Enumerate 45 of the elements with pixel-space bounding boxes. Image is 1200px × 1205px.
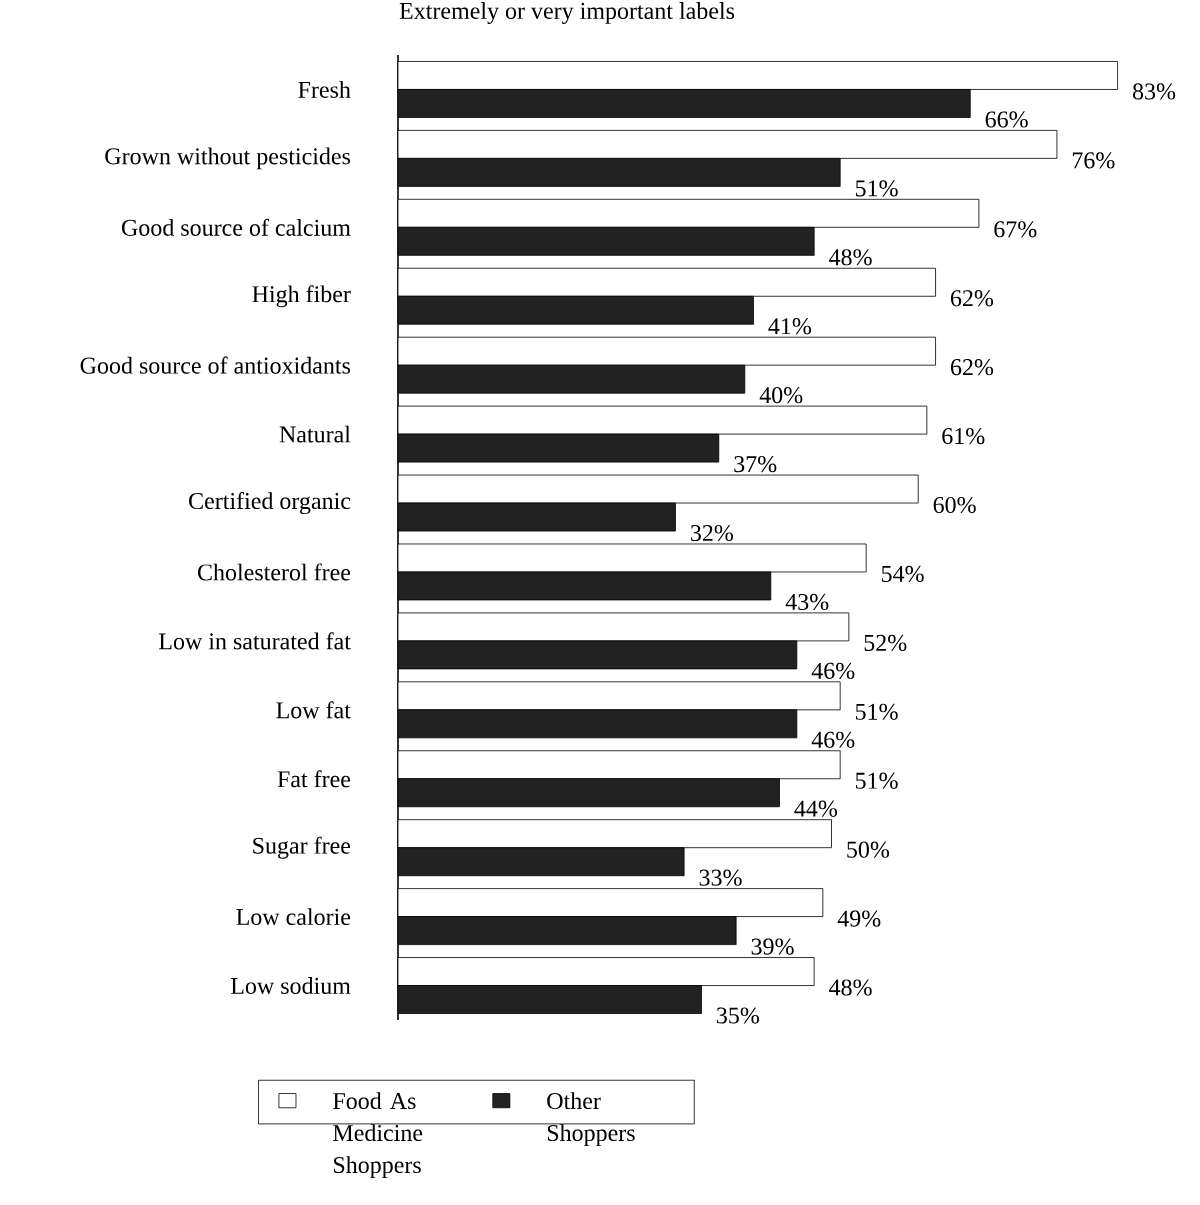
y-tick-label: High fiber	[252, 285, 351, 308]
data-label: 51%	[855, 703, 898, 720]
data-label: 49%	[837, 910, 881, 927]
data-label: 83%	[1132, 83, 1176, 100]
y-tick-label: Certified organic	[189, 491, 351, 515]
data-label: 46%	[811, 731, 855, 748]
data-label: 46%	[811, 662, 855, 680]
data-label: 48%	[829, 249, 872, 266]
data-label: 44%	[794, 800, 838, 817]
legend-label: Other Shoppers	[547, 1092, 635, 1146]
data-label: 51%	[855, 180, 898, 197]
data-label: 40%	[759, 387, 803, 404]
data-label: 62%	[950, 359, 994, 376]
data-label: 67%	[994, 221, 1037, 238]
y-tick-label: Natural	[279, 425, 351, 443]
y-tick-label: Low fat	[276, 701, 351, 719]
data-label: 66%	[985, 111, 1028, 128]
data-label: 76%	[1072, 152, 1115, 169]
y-tick-label: Fat free	[277, 770, 351, 788]
data-label: 43%	[785, 593, 829, 611]
data-label: 39%	[751, 938, 794, 955]
y-tick-label: Good source of antioxidants	[80, 356, 351, 374]
data-label: 62%	[950, 290, 994, 307]
y-tick-label: Low calorie	[236, 908, 351, 926]
data-label: 51%	[855, 772, 898, 789]
data-label: 50%	[847, 841, 890, 858]
chart-title: Extremely or very important labels	[399, 2, 735, 24]
y-tick-label: Low sodium	[230, 977, 351, 994]
data-label: 54%	[881, 565, 924, 583]
data-label: 35%	[717, 1007, 760, 1024]
data-label: 37%	[734, 455, 777, 473]
y-tick-label: Good source of calcium	[121, 218, 351, 236]
data-label: 52%	[864, 634, 907, 652]
data-label: 41%	[768, 318, 812, 335]
y-tick-label: Fresh	[298, 81, 351, 98]
data-label: 32%	[691, 524, 734, 542]
y-tick-label: Low in saturated fat	[159, 632, 351, 650]
data-label: 33%	[699, 869, 742, 886]
y-tick-label: Grown without pesticides	[105, 147, 351, 170]
data-label: 60%	[933, 496, 976, 514]
data-label: 48%	[829, 979, 872, 996]
data-label: 61%	[942, 427, 985, 445]
y-tick-label: Cholesterol free	[197, 563, 351, 581]
legend-label: Food As Medicine Shoppers	[333, 1092, 423, 1178]
y-tick-label: Sugar free	[253, 836, 351, 859]
